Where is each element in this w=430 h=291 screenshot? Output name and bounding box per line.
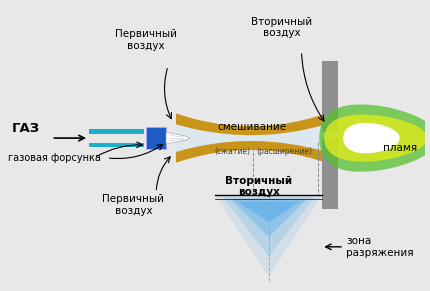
Text: (сжатие): (сжатие) [214, 148, 250, 157]
Text: Первичный
воздух: Первичный воздух [102, 194, 164, 216]
Text: пламя: пламя [383, 143, 418, 153]
Polygon shape [176, 124, 326, 152]
FancyBboxPatch shape [146, 127, 166, 149]
Text: Вторичный
воздух: Вторичный воздух [251, 17, 312, 38]
Text: газовая форсунка: газовая форсунка [8, 153, 101, 163]
Polygon shape [319, 104, 430, 172]
Polygon shape [224, 197, 314, 257]
Text: Вторичный
воздух: Вторичный воздух [225, 176, 292, 197]
Polygon shape [166, 132, 190, 144]
Text: смешивание: смешивание [218, 122, 287, 132]
Text: Первичный
воздух: Первичный воздух [115, 29, 177, 51]
Polygon shape [89, 143, 144, 148]
Text: зона
разряжения: зона разряжения [346, 236, 414, 258]
Polygon shape [176, 141, 326, 163]
FancyBboxPatch shape [322, 61, 338, 132]
FancyBboxPatch shape [322, 138, 338, 209]
Polygon shape [176, 113, 326, 135]
Polygon shape [343, 123, 399, 153]
Text: (расширение): (расширение) [257, 148, 313, 157]
Polygon shape [324, 115, 427, 162]
Polygon shape [237, 201, 301, 222]
Polygon shape [231, 199, 307, 237]
Polygon shape [215, 196, 322, 276]
Polygon shape [89, 129, 144, 134]
Text: ГАЗ: ГАЗ [12, 122, 40, 135]
